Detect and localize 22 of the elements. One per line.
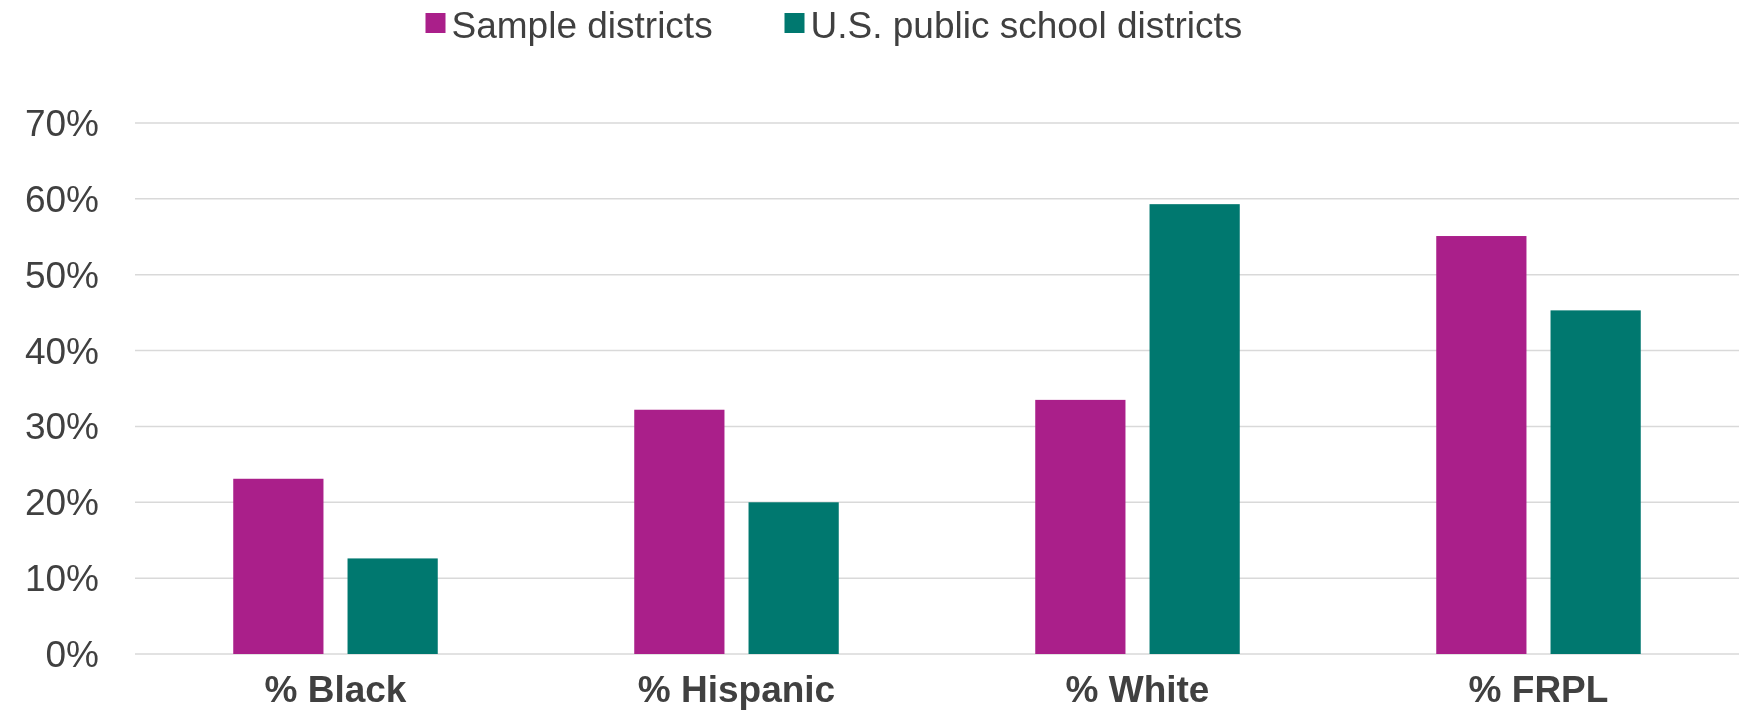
x-tick-label: % Hispanic	[637, 669, 836, 710]
y-tick-label: 70%	[24, 102, 99, 144]
x-tick-label: % FRPL	[1468, 669, 1609, 710]
y-tick-label: 20%	[24, 482, 99, 524]
bar	[1035, 399, 1126, 654]
x-tick-label: % Black	[264, 669, 407, 710]
bar	[1550, 310, 1641, 654]
y-tick-label: 50%	[24, 254, 99, 296]
legend-label: Sample districts	[451, 4, 713, 46]
y-tick-label: 30%	[24, 406, 99, 448]
y-tick-label: 60%	[24, 178, 99, 220]
legend-label: U.S. public school districts	[810, 4, 1243, 46]
bar	[1436, 236, 1527, 654]
bar	[634, 409, 725, 654]
y-tick-label: 40%	[24, 330, 99, 372]
bar	[748, 502, 839, 654]
bar	[233, 478, 324, 654]
x-tick-label: % White	[1065, 669, 1210, 710]
bar	[347, 558, 438, 654]
y-tick-label: 10%	[24, 558, 99, 600]
bar	[1149, 204, 1240, 654]
y-tick-label: 0%	[45, 633, 99, 675]
